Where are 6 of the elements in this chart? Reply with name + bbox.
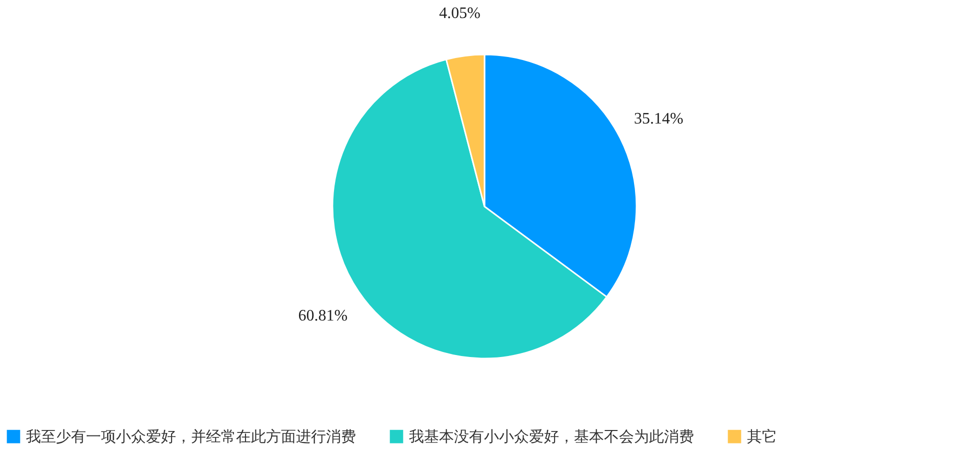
data-label: 4.05% bbox=[439, 5, 480, 22]
legend-label: 我基本没有小小众爱好，基本不会为此消费 bbox=[409, 428, 694, 446]
data-label: 35.14% bbox=[634, 110, 684, 128]
legend-label: 我至少有一项小众爱好，并经常在此方面进行消费 bbox=[26, 428, 356, 446]
data-label: 60.81% bbox=[298, 308, 348, 325]
legend-label: 其它 bbox=[747, 428, 777, 446]
